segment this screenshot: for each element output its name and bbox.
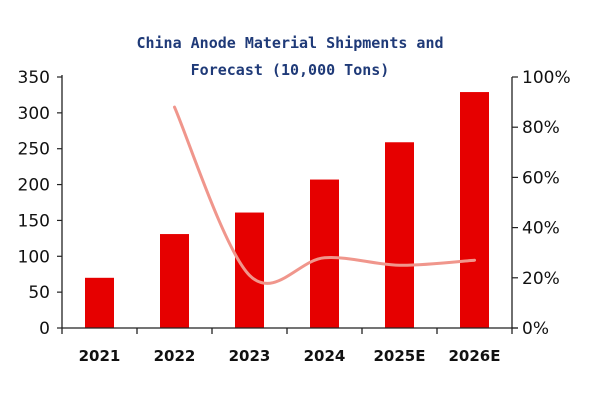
left-tick-label: 50: [28, 283, 50, 303]
left-tick-label: 250: [18, 140, 50, 160]
right-tick-label: 0%: [522, 319, 549, 339]
right-tick-label: 80%: [522, 118, 560, 138]
right-tick-label: 20%: [522, 269, 560, 289]
category-label: 2026E: [449, 347, 501, 365]
left-tick-label: 350: [18, 68, 50, 88]
category-label: 2021: [79, 347, 121, 365]
bar-2023: [235, 212, 264, 328]
category-label: 2025E: [374, 347, 426, 365]
bar-2025E: [385, 142, 414, 328]
bar-2022: [160, 234, 189, 328]
left-tick-label: 100: [18, 247, 50, 267]
left-tick-label: 0: [39, 319, 50, 339]
left-tick-label: 300: [18, 104, 50, 124]
right-tick-label: 40%: [522, 219, 560, 239]
category-label: 2024: [304, 347, 346, 365]
left-tick-label: 200: [18, 176, 50, 196]
growth-line: [173, 105, 476, 285]
right-tick-label: 60%: [522, 168, 560, 188]
right-tick-label: 100%: [522, 68, 571, 88]
bar-2021: [85, 277, 114, 328]
left-tick-label: 150: [18, 211, 50, 231]
category-label: 2023: [229, 347, 271, 365]
bar-2026E: [460, 92, 489, 328]
category-label: 2022: [154, 347, 196, 365]
chart-title-line-2: Forecast (10,000 Tons): [191, 61, 390, 79]
chart-title-line-1: China Anode Material Shipments and: [136, 34, 443, 52]
bar-2024: [310, 179, 339, 328]
